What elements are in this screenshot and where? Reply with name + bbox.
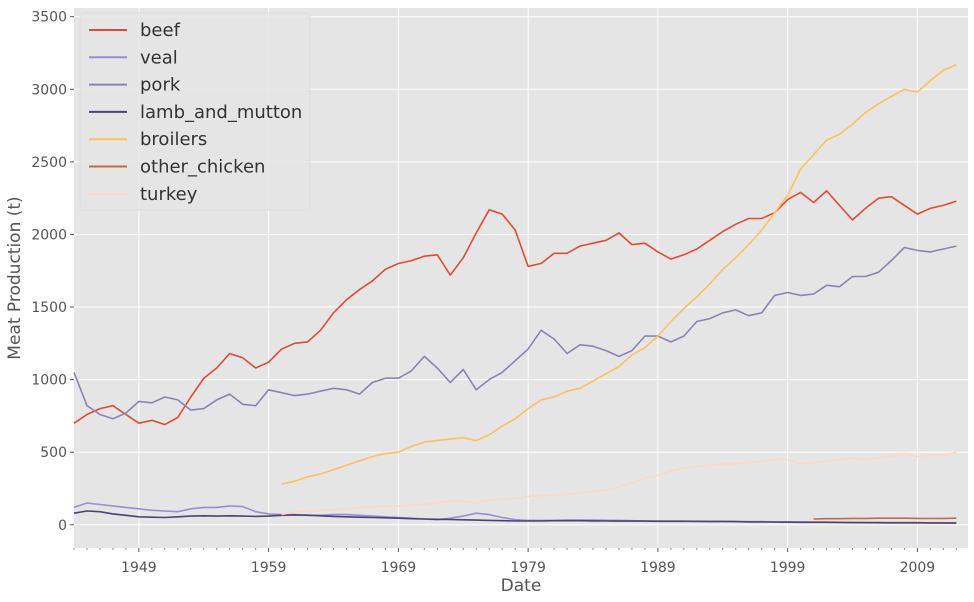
x-tick-label: 1959 [251, 560, 287, 576]
legend: beef veal pork lamb_and_mutton broilers other… [79, 12, 311, 211]
legend-label-veal: veal [140, 47, 178, 68]
series-line-beef [73, 190, 957, 426]
y-tick-label: 2000 [31, 227, 67, 243]
x-axis-label: Date [501, 576, 542, 596]
y-axis-label: Meat Production (t) [5, 196, 25, 359]
y-tick-label: 500 [40, 445, 67, 461]
y-tick-label: 2500 [31, 155, 67, 171]
x-tick-label: 1949 [121, 560, 157, 576]
legend-label-pork: pork [140, 75, 181, 96]
series-line-other-chicken [813, 517, 957, 520]
series-line-turkey [281, 451, 957, 516]
legend-label-broilers: broilers [140, 129, 207, 150]
x-tick-label: 1999 [770, 560, 806, 576]
legend-label-other-chicken: other_chicken [140, 157, 265, 178]
legend-label-beef: beef [140, 20, 181, 41]
x-tick-label: 1979 [510, 560, 546, 576]
x-tick-label: 1969 [381, 560, 417, 576]
y-tick-label: 0 [58, 518, 67, 534]
legend-label-lamb-and-mutton: lamb_and_mutton [140, 102, 302, 123]
legend-label-turkey: turkey [140, 184, 198, 205]
x-tick-label: 1989 [640, 560, 676, 576]
y-tick-label: 1000 [31, 373, 67, 389]
y-tick-label: 3000 [31, 82, 67, 98]
y-tick-label: 1500 [31, 300, 67, 316]
series-line-broilers [281, 63, 957, 485]
y-axis-ticks: 0 500 1000 1500 2000 2500 3000 3500 [31, 10, 74, 534]
x-tick-label: 2009 [900, 560, 936, 576]
x-axis-ticks: 1949 1959 1969 1979 1989 1999 2009 [73, 548, 957, 576]
series-line-lamb-and-mutton [73, 510, 957, 524]
legend-box [79, 12, 311, 211]
series-line-pork [73, 245, 957, 420]
y-tick-label: 3500 [31, 10, 67, 26]
series-layer [73, 63, 957, 524]
